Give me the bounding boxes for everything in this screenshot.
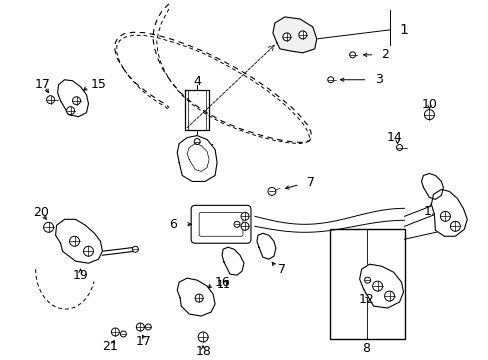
Circle shape <box>195 294 203 302</box>
Text: 10: 10 <box>421 98 436 111</box>
Text: 13: 13 <box>423 205 438 218</box>
Text: 8: 8 <box>362 342 370 355</box>
Text: 21: 21 <box>102 341 118 354</box>
Circle shape <box>440 211 449 221</box>
Circle shape <box>364 277 370 283</box>
Circle shape <box>384 291 394 301</box>
Circle shape <box>267 188 275 195</box>
Circle shape <box>424 110 433 120</box>
Text: 9: 9 <box>363 288 371 301</box>
Circle shape <box>298 31 306 39</box>
Text: 20: 20 <box>33 206 48 219</box>
Circle shape <box>43 222 54 232</box>
Text: 7: 7 <box>306 176 314 189</box>
Circle shape <box>396 145 402 150</box>
Circle shape <box>83 246 93 256</box>
Circle shape <box>327 77 333 83</box>
Polygon shape <box>56 219 102 263</box>
Polygon shape <box>58 80 88 117</box>
Polygon shape <box>430 189 467 236</box>
Circle shape <box>145 324 151 330</box>
Text: 2: 2 <box>381 48 388 61</box>
FancyBboxPatch shape <box>199 212 243 236</box>
Circle shape <box>449 221 459 231</box>
Circle shape <box>72 97 81 105</box>
Circle shape <box>198 332 208 342</box>
Polygon shape <box>421 174 443 199</box>
Text: 11: 11 <box>217 280 231 290</box>
Polygon shape <box>222 247 244 275</box>
Text: 5: 5 <box>207 143 215 156</box>
Polygon shape <box>359 264 403 308</box>
Circle shape <box>234 221 240 227</box>
FancyBboxPatch shape <box>191 205 250 243</box>
Text: 17: 17 <box>35 78 50 91</box>
Polygon shape <box>256 233 275 259</box>
Polygon shape <box>272 17 316 53</box>
Text: 14: 14 <box>386 131 402 144</box>
Circle shape <box>46 96 55 104</box>
Circle shape <box>132 246 138 252</box>
Circle shape <box>372 281 382 291</box>
Circle shape <box>120 331 126 337</box>
Circle shape <box>136 323 144 331</box>
Polygon shape <box>177 278 215 316</box>
Bar <box>329 229 404 339</box>
Circle shape <box>241 212 248 220</box>
Circle shape <box>349 52 355 58</box>
Text: 12: 12 <box>358 293 374 306</box>
Polygon shape <box>177 136 217 181</box>
Text: 3: 3 <box>374 73 382 86</box>
Circle shape <box>241 222 248 230</box>
Text: 15: 15 <box>90 78 106 91</box>
Text: 18: 18 <box>195 345 211 359</box>
Circle shape <box>66 107 74 114</box>
Circle shape <box>282 33 290 41</box>
Text: 4: 4 <box>193 75 201 88</box>
Text: 19: 19 <box>73 269 88 282</box>
Circle shape <box>69 236 80 246</box>
Circle shape <box>194 139 200 145</box>
Circle shape <box>111 328 119 336</box>
Text: 17: 17 <box>135 336 151 348</box>
Text: 1: 1 <box>399 23 407 37</box>
Text: 6: 6 <box>169 218 177 231</box>
Text: 7: 7 <box>277 263 285 276</box>
Text: 16: 16 <box>215 276 230 289</box>
